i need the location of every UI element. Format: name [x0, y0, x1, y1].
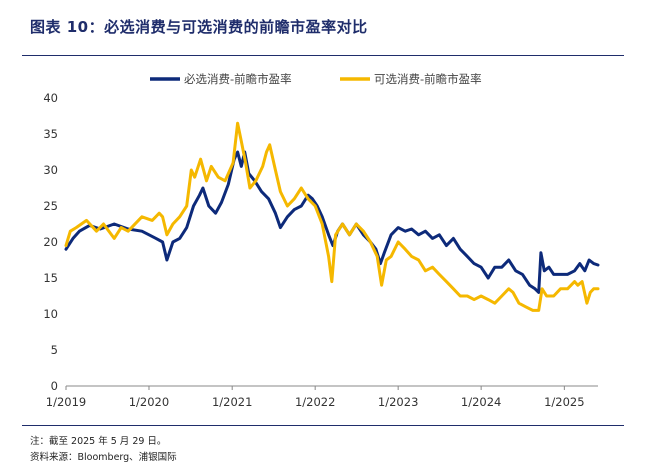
x-tick-label: 1/2025	[544, 395, 584, 409]
legend-label: 必选消费-前瞻市盈率	[184, 72, 292, 86]
y-tick-label: 0	[51, 379, 58, 393]
y-tick-label: 35	[43, 127, 58, 141]
x-tick-label: 1/2020	[129, 395, 169, 409]
figure-source: 资料来源：Bloomberg、浦银国际	[30, 452, 177, 463]
x-tick-label: 1/2022	[295, 395, 335, 409]
top-rule	[22, 55, 624, 56]
y-tick-label: 20	[43, 235, 58, 249]
y-tick-label: 15	[43, 271, 58, 285]
chart-series	[64, 121, 600, 312]
series-line-discretionary	[64, 121, 600, 312]
y-tick-label: 30	[43, 163, 58, 177]
y-tick-label: 10	[43, 307, 58, 321]
chart-legend: 必选消费-前瞻市盈率 可选消费-前瞻市盈率	[150, 72, 482, 86]
y-tick-label: 5	[51, 343, 58, 357]
figure-title: 图表 10：必选消费与可选消费的前瞻市盈率对比	[30, 18, 368, 36]
x-tick-label: 1/2021	[212, 395, 252, 409]
legend-label: 可选消费-前瞻市盈率	[374, 72, 482, 86]
x-tick-label: 1/2024	[461, 395, 501, 409]
figure-note: 注：截至 2025 年 5 月 29 日。	[30, 436, 167, 447]
x-tick-label: 1/2023	[378, 395, 418, 409]
y-tick-label: 25	[43, 199, 58, 213]
bottom-rule	[22, 425, 624, 426]
chart-axes: 0 5 10 15 20 25 30 35 40 1/2019 1/2020 1/2021 1/2022…	[43, 91, 598, 409]
x-tick-label: 1/2019	[46, 395, 86, 409]
y-tick-label: 40	[43, 91, 58, 105]
